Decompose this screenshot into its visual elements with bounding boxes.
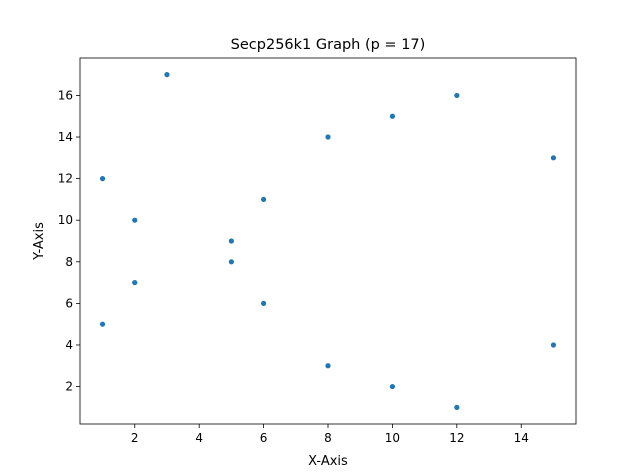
chart-title: Secp256k1 Graph (p = 17): [231, 37, 426, 53]
data-point: [389, 113, 396, 119]
data-point: [99, 176, 106, 182]
x-tick-label: 10: [385, 431, 400, 445]
x-tick-label: 12: [449, 431, 464, 445]
y-tick-label: 12: [58, 172, 73, 186]
x-axis-label: X-Axis: [308, 454, 348, 469]
y-tick-label: 8: [65, 255, 73, 269]
x-tick-label: 4: [195, 431, 203, 445]
data-point: [260, 196, 267, 203]
data-point: [325, 363, 331, 369]
y-tick-label: 10: [58, 213, 73, 227]
data-point: [325, 134, 331, 140]
plot-area: 2 4 6 8 10 12 14 2 4 6 8 10 12 14 16: [58, 57, 577, 445]
y-tick-label: 4: [65, 338, 73, 352]
x-tick-label: 6: [260, 431, 268, 445]
y-tick-label: 2: [65, 380, 73, 394]
x-tick-label: 2: [131, 431, 139, 445]
y-tick-label: 16: [58, 88, 73, 102]
data-point: [132, 279, 138, 286]
x-tick-label: 8: [324, 431, 332, 445]
y-tick-label: 6: [65, 296, 73, 310]
data-point: [550, 342, 557, 348]
data-point: [454, 404, 460, 410]
data-point: [228, 259, 234, 265]
y-axis-label: Y-Axis: [32, 222, 47, 261]
axes-frame: [79, 57, 577, 425]
y-tick-label: 14: [58, 130, 73, 144]
data-point: [99, 321, 106, 327]
data-point: [260, 300, 267, 306]
data-point: [389, 383, 396, 390]
data-point: [550, 155, 557, 161]
data-point: [454, 92, 460, 99]
data-point: [228, 238, 234, 244]
x-tick-label: 14: [514, 431, 529, 445]
data-point: [164, 72, 170, 78]
data-point: [132, 217, 138, 223]
